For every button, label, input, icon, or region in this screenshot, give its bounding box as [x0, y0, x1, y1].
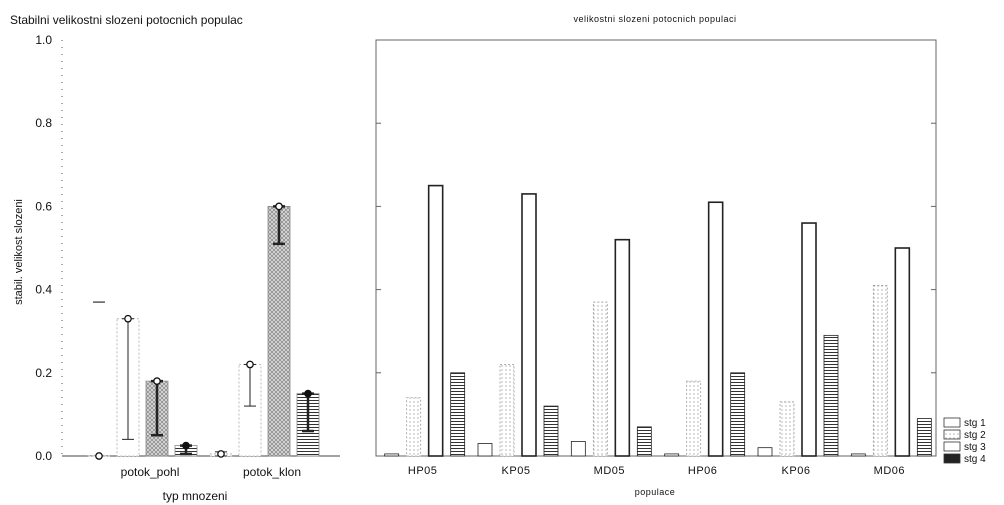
mean-marker [246, 360, 254, 369]
chart-right-frame [375, 39, 937, 457]
bar [872, 285, 888, 457]
chart-right-title: velikostni slozeni potocnich populaci [573, 14, 736, 24]
bar [238, 364, 262, 457]
bar [916, 418, 932, 457]
legend-swatch [943, 429, 961, 440]
bar [450, 372, 466, 457]
bar [707, 201, 724, 457]
bar [384, 453, 400, 457]
bar [686, 380, 702, 457]
chart-right-xlabel: populace [635, 487, 676, 497]
bar [543, 405, 559, 457]
y-tick-label: 0.2 [35, 366, 52, 380]
y-tick-label: 0.4 [35, 283, 52, 297]
legend-swatch [943, 441, 961, 452]
x-tick-label: potok_klon [243, 465, 301, 479]
chart-left: Stabilni velikostni slozeni potocnich po… [10, 13, 340, 503]
bar [477, 443, 493, 457]
mean-marker [275, 202, 283, 211]
chart-right: velikostni slozeni potocnich populaci po… [375, 14, 986, 497]
chart-left-title: Stabilni velikostni slozeni potocnich po… [10, 13, 243, 27]
legend-label: stg 3 [964, 442, 986, 453]
x-tick-label: KP06 [782, 465, 811, 477]
y-tick-label: 0.6 [35, 199, 52, 213]
bar [406, 397, 422, 457]
x-tick-label: MD06 [874, 465, 905, 477]
x-tick-label: HP05 [408, 465, 438, 477]
chart-right-bars [384, 184, 932, 457]
bar [664, 453, 680, 457]
bar [823, 334, 839, 457]
mean-marker [124, 314, 132, 323]
x-tick-label: KP05 [502, 465, 531, 477]
y-tick-label: 1.0 [35, 33, 52, 47]
bar [521, 193, 537, 457]
chart-right-ticks [376, 122, 936, 374]
bar [730, 372, 746, 457]
chart-left-bars [87, 202, 320, 460]
x-tick-label: potok_pohl [121, 465, 180, 479]
chart-left-xlabel: typ mnozeni [163, 489, 228, 503]
mean-marker [304, 389, 312, 398]
bar [850, 453, 866, 457]
chart-left-x-ticks: potok_pohl potok_klon [121, 465, 301, 479]
bar [427, 184, 444, 457]
legend-swatch [943, 417, 961, 428]
chart-left-y-ticks: 0.0 0.2 0.4 0.6 0.8 1.0 [35, 33, 52, 463]
bar [894, 247, 911, 457]
y-tick-label: 0.0 [35, 449, 52, 463]
mean-marker [182, 441, 190, 450]
bar [757, 447, 773, 457]
x-tick-label: HP06 [688, 465, 718, 477]
legend-swatch [943, 453, 961, 464]
mean-marker [153, 377, 161, 385]
bar [499, 364, 515, 457]
chart-left-ylabel: stabil. velikost slozeni [13, 199, 25, 305]
bar [592, 301, 608, 457]
bar [779, 401, 795, 457]
legend-label: stg 1 [964, 418, 986, 429]
mean-marker [95, 452, 103, 460]
bar [570, 441, 586, 457]
legend-label: stg 4 [964, 454, 986, 465]
x-tick-label: MD05 [594, 465, 625, 477]
bar [614, 238, 631, 457]
bar [636, 426, 652, 457]
mean-marker [217, 450, 225, 458]
bar [801, 222, 817, 457]
legend-label: stg 2 [964, 430, 986, 441]
y-tick-label: 0.8 [35, 116, 52, 130]
chart-right-x-ticks: HP05 KP05 MD05 HP06 KP06 MD06 [408, 465, 905, 477]
